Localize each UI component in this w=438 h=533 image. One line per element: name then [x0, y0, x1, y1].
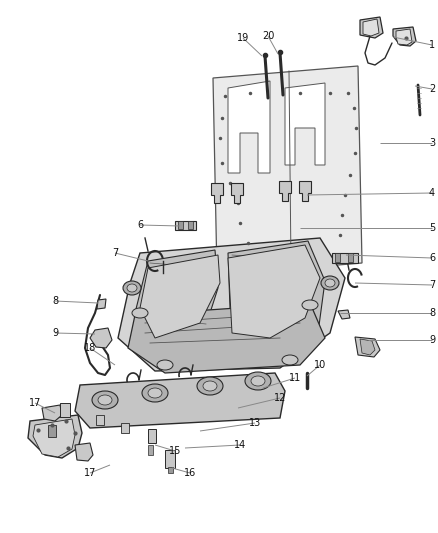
Text: 18: 18 [84, 343, 96, 353]
Text: 1: 1 [429, 40, 435, 50]
Text: 11: 11 [289, 373, 301, 383]
Ellipse shape [142, 384, 168, 402]
Ellipse shape [245, 372, 271, 390]
Bar [168, 467, 173, 473]
Ellipse shape [321, 276, 339, 290]
Polygon shape [396, 29, 412, 45]
Bar [148, 429, 156, 443]
Text: 14: 14 [234, 440, 246, 450]
Bar [348, 253, 353, 262]
Ellipse shape [251, 376, 265, 386]
Text: 10: 10 [314, 360, 326, 370]
Text: 19: 19 [237, 33, 249, 43]
Text: 7: 7 [112, 248, 118, 258]
Bar [178, 221, 183, 229]
Bar [121, 423, 129, 433]
Text: 6: 6 [137, 220, 143, 230]
Ellipse shape [203, 381, 217, 391]
Text: 8: 8 [52, 296, 58, 306]
Text: 7: 7 [429, 280, 435, 290]
Polygon shape [97, 299, 106, 309]
Text: 13: 13 [249, 418, 261, 428]
Polygon shape [33, 419, 75, 457]
Polygon shape [231, 183, 243, 203]
Polygon shape [42, 405, 62, 421]
Polygon shape [228, 81, 270, 173]
Polygon shape [140, 255, 220, 338]
Ellipse shape [98, 395, 112, 405]
Ellipse shape [197, 377, 223, 395]
Polygon shape [355, 337, 380, 357]
Text: 17: 17 [84, 468, 96, 478]
Polygon shape [135, 250, 218, 358]
Ellipse shape [92, 391, 118, 409]
Polygon shape [213, 66, 362, 275]
Bar [335, 253, 340, 262]
Polygon shape [285, 83, 325, 165]
Polygon shape [90, 328, 112, 348]
Polygon shape [279, 181, 291, 201]
Polygon shape [228, 245, 320, 338]
Ellipse shape [157, 360, 173, 370]
Polygon shape [228, 241, 325, 365]
Text: 3: 3 [429, 138, 435, 148]
Bar [60, 403, 70, 417]
Polygon shape [28, 415, 82, 458]
Text: 20: 20 [262, 31, 274, 41]
Polygon shape [211, 183, 223, 203]
Text: 17: 17 [29, 398, 41, 408]
Ellipse shape [148, 388, 162, 398]
Ellipse shape [325, 279, 335, 287]
Polygon shape [338, 310, 350, 319]
Ellipse shape [123, 281, 141, 295]
Polygon shape [75, 373, 285, 428]
Bar [188, 221, 193, 229]
Polygon shape [299, 181, 311, 201]
Bar [48, 425, 56, 437]
Text: 4: 4 [429, 188, 435, 198]
Text: 5: 5 [429, 223, 435, 233]
Polygon shape [128, 303, 325, 373]
Polygon shape [75, 443, 93, 461]
Polygon shape [175, 221, 196, 230]
Ellipse shape [302, 300, 318, 310]
Text: 15: 15 [169, 446, 181, 456]
Polygon shape [332, 253, 358, 263]
Bar [165, 450, 175, 468]
Text: 9: 9 [52, 328, 58, 338]
Text: 12: 12 [274, 393, 286, 403]
Ellipse shape [132, 308, 148, 318]
Text: 16: 16 [184, 468, 196, 478]
Bar [148, 445, 153, 455]
Polygon shape [360, 17, 383, 38]
Bar [96, 415, 104, 425]
Ellipse shape [127, 284, 137, 292]
Text: 9: 9 [429, 335, 435, 345]
Text: 2: 2 [429, 84, 435, 94]
Text: 6: 6 [429, 253, 435, 263]
Polygon shape [118, 238, 345, 371]
Polygon shape [360, 339, 375, 355]
Polygon shape [393, 27, 416, 46]
Polygon shape [363, 19, 379, 36]
Ellipse shape [282, 355, 298, 365]
Text: 8: 8 [429, 308, 435, 318]
